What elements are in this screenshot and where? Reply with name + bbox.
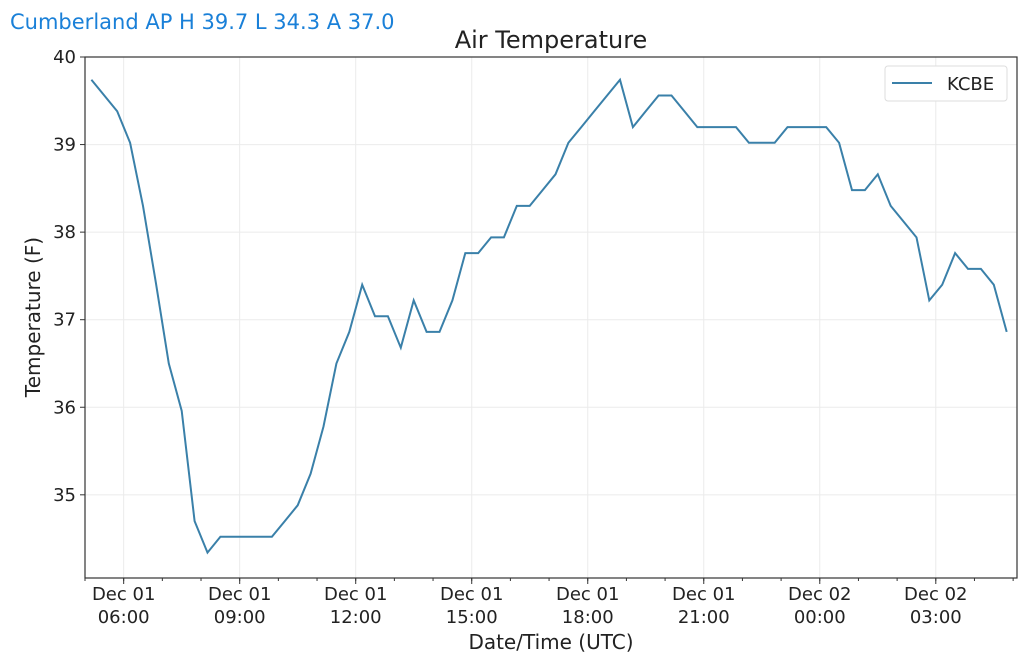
x-tick-label-date: Dec 01 xyxy=(208,584,271,605)
x-tick-label-time: 18:00 xyxy=(562,607,614,628)
y-tick-label: 36 xyxy=(53,397,76,418)
y-tick-label: 40 xyxy=(53,47,76,68)
y-tick-label: 39 xyxy=(53,135,76,156)
x-tick-label-date: Dec 01 xyxy=(672,584,735,605)
x-tick-label-date: Dec 01 xyxy=(556,584,619,605)
x-tick-label-date: Dec 01 xyxy=(324,584,387,605)
x-tick-label-date: Dec 02 xyxy=(788,584,851,605)
y-axis-label: Temperature (F) xyxy=(21,237,45,398)
chart-title: Air Temperature xyxy=(455,26,648,54)
legend-box xyxy=(884,65,1008,102)
legend: KCBE xyxy=(884,65,1008,102)
x-tick-label-time: 09:00 xyxy=(214,607,266,628)
x-tick-label-time: 15:00 xyxy=(446,607,498,628)
y-tick-label: 35 xyxy=(53,485,76,506)
plot-frame xyxy=(84,56,1018,579)
x-tick-label-date: Dec 02 xyxy=(904,584,967,605)
series-line-kcbe xyxy=(90,77,1008,555)
x-tick-label-date: Dec 01 xyxy=(92,584,155,605)
x-axis-label: Date/Time (UTC) xyxy=(468,630,633,654)
x-tick-label-time: 21:00 xyxy=(678,607,730,628)
station-summary: Cumberland AP H 39.7 L 34.3 A 37.0 xyxy=(10,10,395,34)
x-tick-label-time: 12:00 xyxy=(330,607,382,628)
legend-label: KCBE xyxy=(947,74,994,95)
grid xyxy=(85,56,1017,578)
x-tick-label-date: Dec 01 xyxy=(440,584,503,605)
data-points xyxy=(91,79,1007,553)
x-tick-label-time: 03:00 xyxy=(910,607,962,628)
y-tick-label: 38 xyxy=(53,222,76,243)
x-tick-label-time: 00:00 xyxy=(794,607,846,628)
y-tick-label: 37 xyxy=(53,310,76,331)
x-tick-label-time: 06:00 xyxy=(98,607,150,628)
